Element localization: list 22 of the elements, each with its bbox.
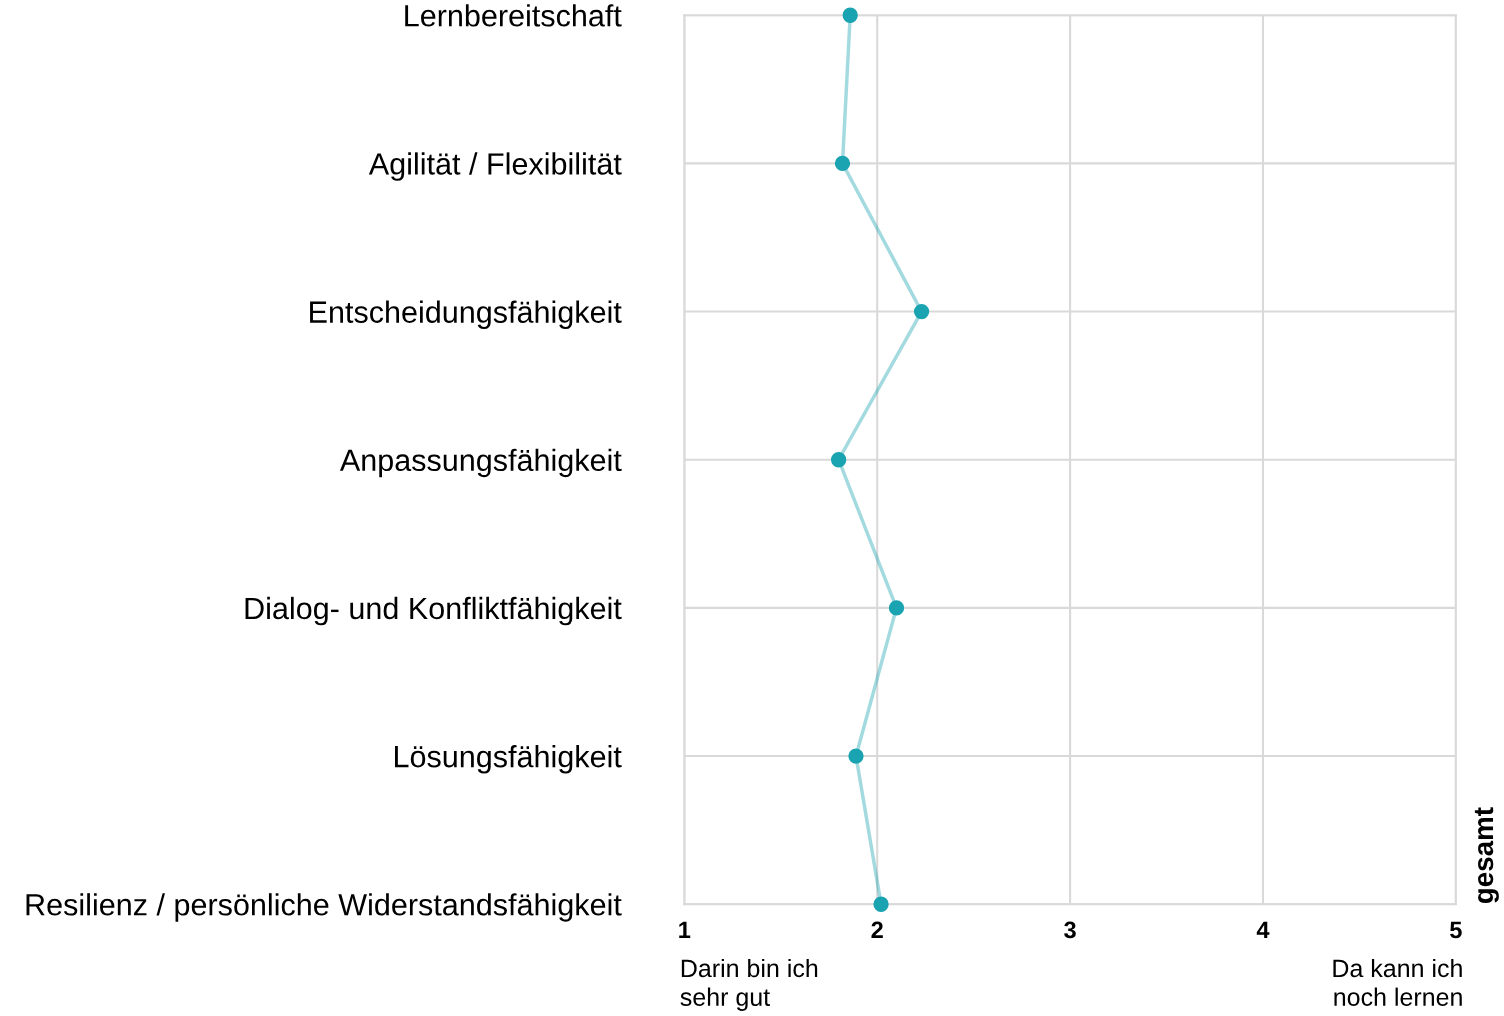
x-tick-label: 2 — [871, 921, 883, 939]
x-tick-label: 5 — [1450, 921, 1462, 939]
x-tick-label: 4 — [1256, 921, 1270, 939]
text: Da kann ich noch lernen — [1333, 958, 1462, 1006]
y-tick-label: Dialog- und Konfliktfähigkeit — [245, 596, 622, 626]
point — [848, 748, 864, 764]
y-tick-label: Lösungsfähigkeit — [395, 745, 622, 774]
text: Darin bin ich sehr gut — [680, 958, 818, 1011]
point — [842, 7, 858, 23]
y-tick-label: Agilität / Flexibilität — [368, 152, 622, 181]
y-tick-label: Anpassungsfähigkeit — [339, 448, 622, 478]
point — [830, 452, 847, 468]
point — [913, 303, 930, 320]
text: gesamt — [1474, 807, 1499, 904]
y-tick-label: Lernbereitschaft — [405, 4, 622, 27]
point — [888, 600, 905, 616]
x-tick-label: 1 — [679, 921, 691, 939]
y-tick-label: Resilienz / persönliche Widerstandsfähigkeit — [26, 893, 622, 922]
y-tick-label: Entscheidungsfähigkeit — [310, 300, 622, 329]
point — [834, 155, 851, 172]
point — [873, 896, 889, 912]
x-tick-label: 3 — [1064, 921, 1076, 939]
